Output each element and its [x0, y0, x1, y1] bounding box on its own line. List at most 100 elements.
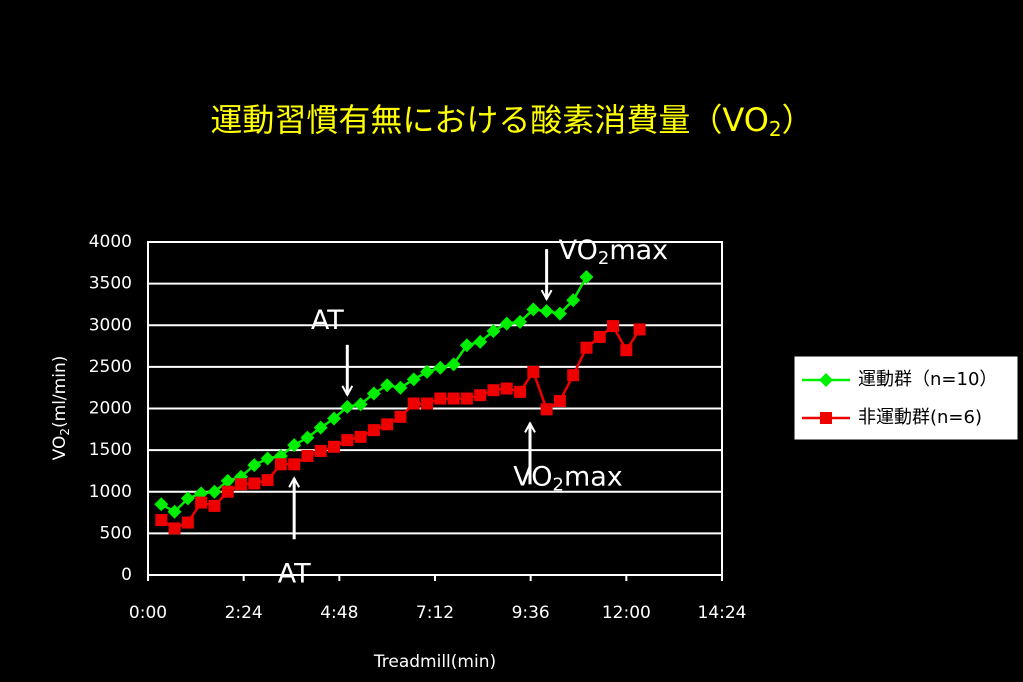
- annotation-text: AT: [278, 558, 311, 589]
- point: [221, 485, 234, 498]
- point: [500, 382, 513, 395]
- arrow-head: [288, 476, 301, 488]
- x-axis-label: Treadmill(min): [373, 652, 496, 672]
- point: [287, 438, 302, 453]
- point: [180, 491, 195, 506]
- arrow-head: [341, 385, 354, 397]
- y-axis-label: VO2(ml/min): [50, 356, 72, 461]
- point: [552, 306, 567, 321]
- point: [154, 497, 169, 512]
- point: [195, 496, 208, 509]
- point: [580, 341, 593, 354]
- point: [406, 372, 421, 387]
- point: [474, 389, 487, 402]
- point: [168, 522, 181, 535]
- point: [527, 365, 540, 378]
- point: [421, 397, 434, 410]
- legend: [793, 355, 1019, 441]
- point: [155, 514, 168, 527]
- annotation: VO2max: [559, 235, 669, 270]
- point: [208, 499, 221, 512]
- point: [566, 293, 581, 308]
- x-tick-label: 14:24: [698, 603, 747, 623]
- legend-label: 運動群（n=10）: [858, 369, 997, 390]
- title-sub: 2: [769, 117, 782, 141]
- point: [487, 384, 500, 397]
- point: [393, 380, 408, 395]
- y-tick-label: 2000: [89, 399, 132, 419]
- y-tick-label: 1500: [89, 440, 132, 460]
- x-tick-label: 9:36: [512, 603, 550, 623]
- point: [540, 403, 553, 416]
- point: [499, 316, 514, 331]
- x-tick-label: 12:00: [602, 603, 651, 623]
- point: [553, 395, 566, 408]
- annotation: VO2max: [513, 461, 623, 496]
- point: [420, 364, 435, 379]
- annotation-text: VO: [559, 235, 598, 266]
- annotation: AT: [278, 558, 311, 589]
- point: [274, 458, 287, 471]
- annotation-text: AT: [311, 304, 344, 335]
- point: [394, 410, 407, 423]
- point: [381, 418, 394, 431]
- point: [539, 304, 554, 319]
- y-tick-label: 1000: [89, 482, 132, 502]
- point: [366, 386, 381, 401]
- point: [446, 357, 461, 372]
- point: [248, 477, 261, 490]
- arrow-head: [540, 289, 553, 302]
- point: [341, 434, 354, 447]
- annotation-text: VO: [513, 461, 552, 492]
- point: [380, 378, 395, 393]
- x-tick-label: 2:24: [225, 603, 263, 623]
- point: [460, 392, 473, 405]
- point: [328, 440, 341, 453]
- annotation-text: max: [609, 235, 668, 266]
- y-label-text: VO: [50, 436, 70, 461]
- point: [459, 338, 474, 353]
- x-tick-label: 4:48: [320, 603, 358, 623]
- point: [300, 430, 315, 445]
- legend-label: 非運動群(n=6): [858, 407, 982, 428]
- point: [313, 420, 328, 435]
- annotation-sub: 2: [598, 248, 609, 269]
- point: [407, 397, 420, 410]
- point: [579, 269, 594, 284]
- point: [620, 344, 633, 357]
- title-text: 運動習慣有無における酸素消費量（VO: [210, 101, 769, 139]
- point: [447, 392, 460, 405]
- point: [567, 369, 580, 382]
- title-text: ）: [782, 101, 814, 139]
- y-label-sub: 2: [58, 428, 72, 436]
- y-tick-label: 500: [100, 523, 132, 543]
- point: [633, 323, 646, 336]
- point: [513, 314, 528, 329]
- y-tick-label: 4000: [89, 232, 132, 252]
- arrow-head: [524, 421, 536, 433]
- series-line: [160, 324, 641, 530]
- point: [207, 484, 222, 499]
- y-tick-label: 0: [121, 565, 132, 585]
- y-tick-label: 2500: [89, 357, 132, 377]
- point: [486, 324, 501, 339]
- point: [247, 458, 262, 473]
- point: [181, 516, 194, 529]
- annotation: AT: [311, 304, 344, 335]
- point: [593, 330, 606, 343]
- legend-marker: [819, 373, 833, 387]
- point: [473, 334, 488, 349]
- y-label-text: (ml/min): [50, 356, 70, 428]
- y-tick-label: 3000: [89, 315, 132, 335]
- point: [261, 474, 274, 487]
- point: [433, 360, 448, 375]
- point: [340, 399, 355, 414]
- point: [314, 444, 327, 457]
- point: [260, 451, 275, 466]
- chart-title: 運動習慣有無における酸素消費量（VO2）: [210, 101, 813, 141]
- point: [526, 302, 541, 317]
- point: [514, 385, 527, 398]
- point: [353, 397, 368, 412]
- y-tick-label: 3500: [89, 274, 132, 294]
